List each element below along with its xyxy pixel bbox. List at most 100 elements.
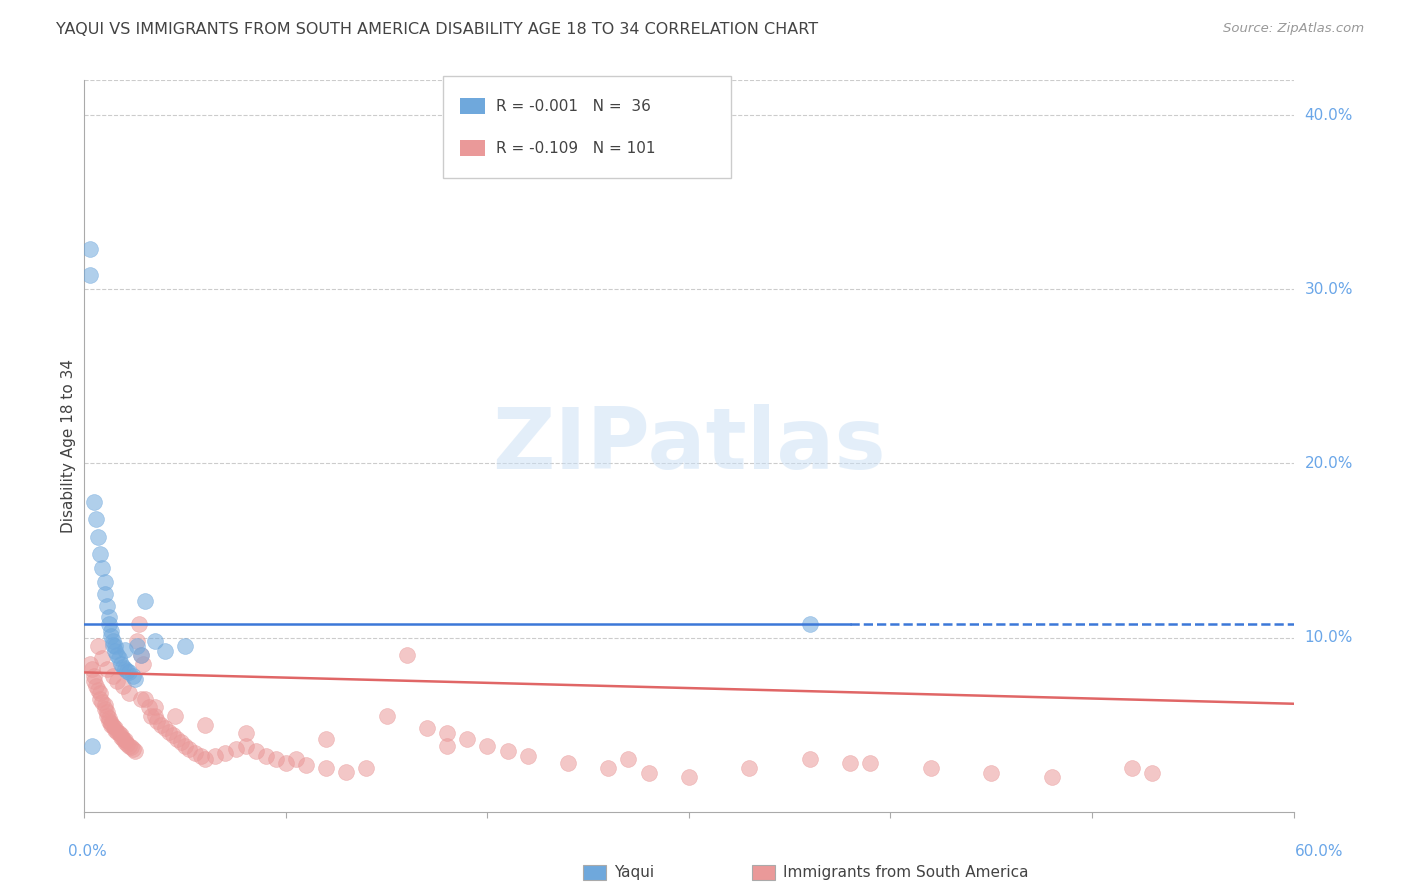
Text: 0.0%: 0.0% xyxy=(67,845,107,859)
Point xyxy=(105,724,128,739)
Point xyxy=(129,691,152,706)
Point xyxy=(274,756,297,770)
Point xyxy=(166,731,188,746)
Point xyxy=(157,724,180,739)
Point xyxy=(93,698,115,713)
Point xyxy=(225,742,247,756)
Point xyxy=(456,731,478,746)
Point xyxy=(110,657,132,671)
Point xyxy=(114,733,136,747)
Text: Yaqui: Yaqui xyxy=(614,865,655,880)
Point xyxy=(190,749,212,764)
Point xyxy=(91,695,114,709)
Point xyxy=(129,648,152,662)
Point xyxy=(89,686,111,700)
Point xyxy=(139,709,162,723)
Point xyxy=(204,749,226,764)
Point xyxy=(395,648,418,662)
Point xyxy=(118,686,141,700)
Point xyxy=(315,731,337,746)
Point xyxy=(839,756,862,770)
Point xyxy=(79,268,101,283)
Point xyxy=(194,752,217,766)
Point xyxy=(598,761,620,775)
Point xyxy=(86,512,108,526)
Point xyxy=(416,721,439,735)
Point xyxy=(89,547,111,561)
Point xyxy=(79,242,101,256)
Point xyxy=(477,739,499,753)
Point xyxy=(107,726,129,740)
Point xyxy=(1040,770,1063,784)
Point xyxy=(89,691,111,706)
Point xyxy=(93,702,115,716)
Point xyxy=(118,739,141,753)
Point xyxy=(111,660,134,674)
Text: 20.0%: 20.0% xyxy=(1305,456,1353,471)
Point xyxy=(91,561,114,575)
Point xyxy=(179,742,201,756)
Point xyxy=(194,717,217,731)
Y-axis label: Disability Age 18 to 34: Disability Age 18 to 34 xyxy=(60,359,76,533)
Point xyxy=(125,640,148,654)
Point xyxy=(859,756,882,770)
Point xyxy=(143,634,166,648)
Point xyxy=(617,752,640,766)
Text: 30.0%: 30.0% xyxy=(1305,282,1353,297)
Point xyxy=(335,764,357,779)
Point xyxy=(104,721,127,735)
Point xyxy=(97,609,120,624)
Point xyxy=(125,634,148,648)
Point xyxy=(124,673,146,687)
Point xyxy=(799,752,821,766)
Point xyxy=(115,737,138,751)
Point xyxy=(110,728,132,742)
Point xyxy=(184,746,207,760)
Point xyxy=(101,634,124,648)
Point xyxy=(93,574,115,589)
Point xyxy=(153,721,176,735)
Point xyxy=(149,717,172,731)
Text: YAQUI VS IMMIGRANTS FROM SOUTH AMERICA DISABILITY AGE 18 TO 34 CORRELATION CHART: YAQUI VS IMMIGRANTS FROM SOUTH AMERICA D… xyxy=(56,22,818,37)
Point xyxy=(104,644,127,658)
Point xyxy=(121,669,143,683)
Point xyxy=(295,757,318,772)
Point xyxy=(174,640,197,654)
Text: R = -0.001   N =  36: R = -0.001 N = 36 xyxy=(496,99,651,113)
Point xyxy=(87,530,110,544)
Point xyxy=(83,669,105,683)
Point xyxy=(214,746,236,760)
Point xyxy=(115,664,138,678)
Point xyxy=(101,638,124,652)
Point xyxy=(100,629,122,643)
Point xyxy=(143,700,166,714)
Point xyxy=(96,599,118,614)
Point xyxy=(235,739,257,753)
Point xyxy=(100,624,122,638)
Point xyxy=(83,674,105,689)
Point xyxy=(121,742,143,756)
Point xyxy=(799,616,821,631)
Point xyxy=(254,749,277,764)
Point xyxy=(120,740,142,755)
Point xyxy=(375,709,398,723)
Point xyxy=(516,749,538,764)
Text: Source: ZipAtlas.com: Source: ZipAtlas.com xyxy=(1223,22,1364,36)
Point xyxy=(111,731,134,746)
Point xyxy=(1121,761,1143,775)
Point xyxy=(114,662,136,676)
Point xyxy=(245,744,267,758)
Point xyxy=(105,648,128,662)
Point xyxy=(104,723,127,737)
Point xyxy=(100,717,122,731)
Point xyxy=(97,714,120,728)
Point xyxy=(637,766,659,780)
Text: 10.0%: 10.0% xyxy=(1305,630,1353,645)
Point xyxy=(87,640,110,654)
Point xyxy=(436,726,458,740)
Point xyxy=(284,752,308,766)
Point xyxy=(678,770,700,784)
Point xyxy=(496,744,519,758)
Text: ZIPatlas: ZIPatlas xyxy=(492,404,886,488)
Point xyxy=(315,761,337,775)
